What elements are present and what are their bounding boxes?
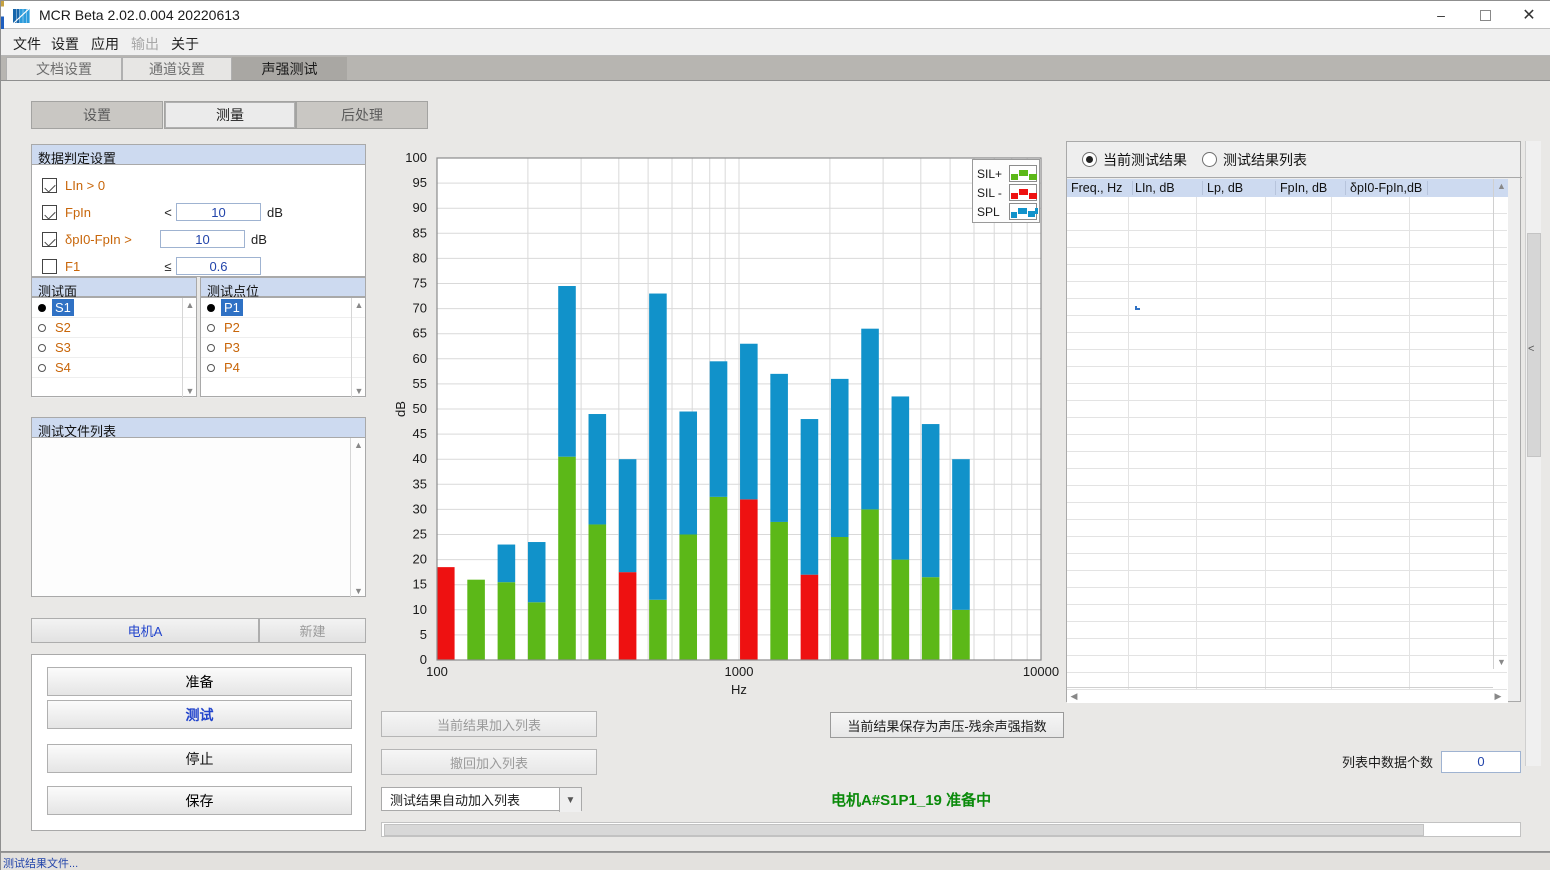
svg-text:10000: 10000 [1023,664,1059,679]
svg-text:Hz: Hz [731,682,747,697]
svg-text:80: 80 [413,250,427,265]
svg-text:85: 85 [413,225,427,240]
svg-text:60: 60 [413,351,427,366]
svg-text:25: 25 [413,527,427,542]
svg-text:90: 90 [413,200,427,215]
svg-text:20: 20 [413,552,427,567]
svg-text:95: 95 [413,175,427,190]
svg-text:1000: 1000 [725,664,754,679]
svg-text:45: 45 [413,426,427,441]
svg-text:5: 5 [420,627,427,642]
svg-text:35: 35 [413,476,427,491]
svg-text:10: 10 [413,602,427,617]
svg-text:30: 30 [413,501,427,516]
svg-text:55: 55 [413,376,427,391]
svg-text:100: 100 [426,664,448,679]
svg-text:100: 100 [405,150,427,165]
svg-text:dB: dB [393,401,408,417]
svg-text:50: 50 [413,401,427,416]
svg-text:40: 40 [413,451,427,466]
svg-text:15: 15 [413,577,427,592]
svg-text:0: 0 [420,652,427,667]
svg-text:70: 70 [413,301,427,316]
svg-text:65: 65 [413,326,427,341]
svg-text:75: 75 [413,276,427,291]
